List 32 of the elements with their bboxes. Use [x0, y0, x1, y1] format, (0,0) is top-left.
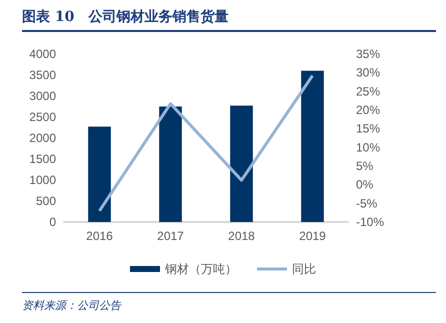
y-tick-label: 500 [36, 194, 56, 208]
bar [301, 70, 324, 222]
chart-title: 图表 10 公司钢材业务销售货量 [22, 8, 436, 32]
y-tick-label: 4000 [29, 47, 56, 61]
y2-tick-label: 30% [356, 66, 380, 80]
line-series [98, 74, 314, 212]
y-tick-label: 2500 [29, 110, 56, 124]
bar [230, 106, 253, 222]
x-tick-label: 2016 [86, 229, 114, 243]
y-tick-label: 0 [49, 215, 56, 229]
x-tick-label: 2019 [299, 229, 326, 243]
y2-tick-label: 20% [356, 103, 380, 117]
y2-tick-label: -5% [356, 196, 378, 210]
y2-tick-label: 0% [356, 178, 374, 192]
legend-label: 钢材（万吨） [164, 262, 237, 276]
y-tick-label: 3000 [29, 89, 56, 103]
y-tick-label: 1000 [29, 173, 56, 187]
x-tick-label: 2017 [157, 229, 184, 243]
y-tick-label: 2000 [29, 131, 56, 145]
bar [88, 126, 111, 222]
y2-tick-label: 15% [356, 122, 380, 136]
y2-tick-label: 35% [356, 47, 380, 61]
legend-label: 同比 [292, 262, 316, 276]
bar [159, 106, 182, 222]
x-tick-label: 2018 [228, 229, 256, 243]
y-tick-label: 3500 [29, 68, 56, 82]
y2-tick-label: 5% [356, 159, 374, 173]
text: 资料来源：公司公告 [22, 292, 436, 313]
y2-tick-label: 10% [356, 140, 380, 154]
y2-tick-label: 25% [356, 84, 380, 98]
y2-tick-label: -10% [356, 215, 384, 229]
y-tick-label: 1500 [29, 152, 56, 166]
